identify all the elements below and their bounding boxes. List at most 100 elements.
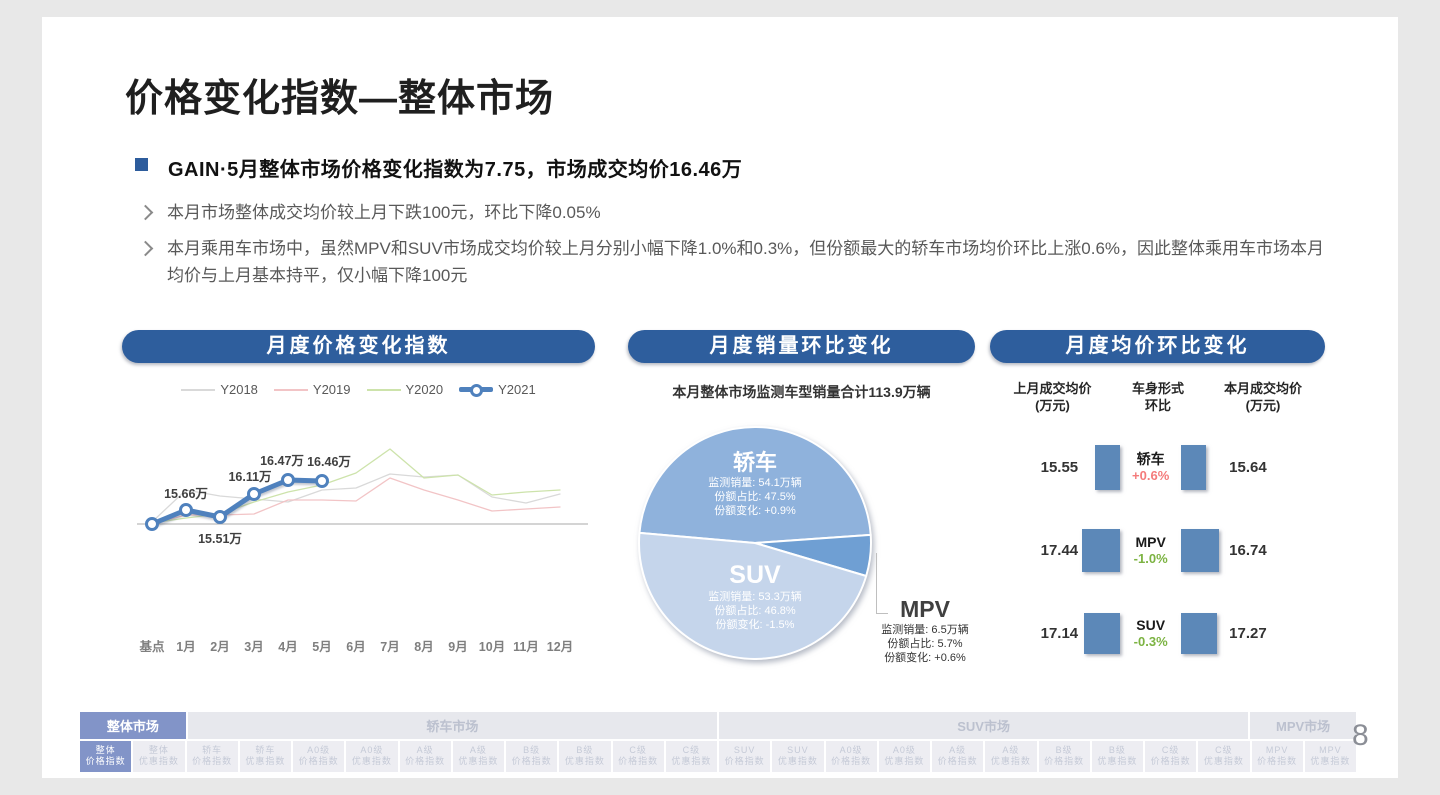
nav-tab-C级-优惠指数[interactable]: C级 优惠指数 <box>1198 741 1250 772</box>
square-bullet-icon <box>135 158 148 171</box>
body-type-label: SUV -0.3% <box>1120 617 1180 650</box>
curr-price-bar-slot <box>1180 528 1219 572</box>
body-type-label: MPV -1.0% <box>1120 534 1180 567</box>
nav-tab-C级-价格指数[interactable]: C级 价格指数 <box>612 741 664 772</box>
prev-price-bar-slot <box>1082 528 1121 572</box>
prev-price-bar-slot <box>1082 612 1121 654</box>
curr-price-value: 16.74 <box>1229 541 1267 559</box>
nav-tab-B级-优惠指数[interactable]: B级 优惠指数 <box>1091 741 1143 772</box>
nav-tab-A0级-优惠指数[interactable]: A0级 优惠指数 <box>346 741 398 772</box>
nav-tab-B级-价格指数[interactable]: B级 价格指数 <box>1038 741 1090 772</box>
pie-label-line: 份额变化: +0.6% <box>884 652 966 664</box>
arrow-bullet-icon <box>137 240 154 257</box>
prev-price-value: 15.55 <box>1040 458 1079 476</box>
x-tick-label: 基点 <box>138 639 165 654</box>
nav-tab-整体-价格指数[interactable]: 整体 价格指数 <box>80 741 132 772</box>
change-percent: +0.6% <box>1132 467 1170 483</box>
nav-tab-轿车-优惠指数[interactable]: 轿车 优惠指数 <box>239 741 291 772</box>
change-percent: -0.3% <box>1133 633 1168 649</box>
nav-tab-SUV-优惠指数[interactable]: SUV 优惠指数 <box>772 741 824 772</box>
nav-tab-A0级-价格指数[interactable]: A0级 价格指数 <box>293 741 345 772</box>
nav-tab-MPV-价格指数[interactable]: MPV 价格指数 <box>1251 741 1303 772</box>
panel-header-sales-change: 月度销量环比变化 <box>628 330 975 363</box>
pie-label-line: 份额变化: +0.9% <box>714 505 796 517</box>
nav-tab-A0级-价格指数[interactable]: A0级 价格指数 <box>825 741 877 772</box>
data-point-marker <box>213 510 227 524</box>
nav-group-MPV市场[interactable]: MPV市场 <box>1250 712 1356 739</box>
nav-tab-A级-价格指数[interactable]: A级 价格指数 <box>399 741 451 772</box>
nav-tab-B级-优惠指数[interactable]: B级 优惠指数 <box>559 741 611 772</box>
body-type-name: SUV <box>1136 616 1166 633</box>
body-type-name: MPV <box>1135 533 1166 550</box>
nav-tab-A级-价格指数[interactable]: A级 价格指数 <box>932 741 984 772</box>
pie-label-line: 监测销量: 6.5万辆 <box>881 624 969 636</box>
x-tick-label: 3月 <box>244 640 263 654</box>
x-tick-label: 4月 <box>278 640 297 654</box>
body-type-name: 轿车 <box>1136 450 1165 467</box>
curr-price-bar-slot <box>1180 444 1219 490</box>
prev-price-value: 17.44 <box>1040 541 1079 559</box>
data-point-marker <box>145 517 159 531</box>
nav-tab-B级-价格指数[interactable]: B级 价格指数 <box>506 741 558 772</box>
nav-tab-轿车-价格指数[interactable]: 轿车 价格指数 <box>186 741 238 772</box>
data-point-marker <box>247 487 261 501</box>
bullet-text: 本月市场整体成交均价较上月下跌100元，环比下降0.05% <box>167 203 601 222</box>
sales-share-pie-chart <box>638 426 873 660</box>
avg-price-row-MPV: 17.44 MPV -1.0% 16.74 <box>990 526 1325 574</box>
avg-price-row-轿车: 15.55 轿车 +0.6% 15.64 <box>990 443 1325 491</box>
pie-label-line: 监测销量: 54.1万辆 <box>708 477 802 489</box>
chart-legend: Y2018 Y2019 Y2020 Y2021 <box>122 382 595 397</box>
panel-avg-price-change: 月度均价环比变化 上月成交均价 (万元) 车身形式 环比 本月成交均价 (万元) 15… <box>990 325 1325 685</box>
headline: GAIN·5月整体市场价格变化指数为7.75，市场成交均价16.46万 <box>168 159 743 181</box>
nav-tab-A级-优惠指数[interactable]: A级 优惠指数 <box>985 741 1037 772</box>
data-point-marker <box>281 473 295 487</box>
nav-tab-C级-优惠指数[interactable]: C级 优惠指数 <box>665 741 717 772</box>
column-header-curr-price: 本月成交均价 (万元) <box>1223 381 1302 413</box>
series-line-y2018 <box>151 473 561 523</box>
panel-sales-change: 月度销量环比变化 本月整体市场监测车型销量合计113.9万辆 轿车 监测销量: 5… <box>628 325 975 695</box>
column-header-body-type: 车身形式 环比 <box>1131 381 1184 413</box>
bottom-market-nav: 整体市场 轿车市场 SUV市场 MPV市场 整体 价格指数 整体 优惠指数 轿车 价格指数 轿车优… <box>80 712 1356 772</box>
pie-label-line: 份额占比: 47.5% <box>714 491 796 503</box>
curr-price-bar <box>1180 444 1206 490</box>
column-header-prev-price: 上月成交均价 (万元) <box>1013 381 1092 413</box>
nav-tab-SUV-价格指数[interactable]: SUV 价格指数 <box>719 741 771 772</box>
nav-tab-MPV-优惠指数[interactable]: MPV 优惠指数 <box>1304 741 1356 772</box>
pie-label-sedan: 轿车 监测销量: 54.1万辆 份额占比: 47.5% 份额变化: +0.9% <box>675 450 835 518</box>
nav-tab-A0级-优惠指数[interactable]: A0级 优惠指数 <box>878 741 930 772</box>
change-percent: -1.0% <box>1133 550 1168 566</box>
nav-group-整体市场[interactable]: 整体市场 <box>80 712 186 739</box>
data-label: 15.51万 <box>198 532 242 546</box>
nav-group-轿车市场[interactable]: 轿车市场 <box>187 712 717 739</box>
panel-header-price-index: 月度价格变化指数 <box>122 330 595 363</box>
curr-price-value: 15.64 <box>1229 458 1267 476</box>
panel-price-index: 月度价格变化指数 Y2018 Y2019 Y2020 Y2021 15.66万 15.5… <box>122 325 595 685</box>
page-title: 价格变化指数—整体市场 <box>125 78 555 120</box>
x-tick-label: 7月 <box>380 640 399 654</box>
data-point-marker <box>179 503 193 517</box>
pie-label-line: 监测销量: 53.3万辆 <box>708 591 802 603</box>
pie-slice-suv <box>638 531 868 660</box>
prev-price-bar <box>1084 612 1121 654</box>
bullet-item: 本月市场整体成交均价较上月下跌100元，环比下降0.05% <box>137 199 1340 226</box>
x-tick-label: 5月 <box>312 640 331 654</box>
pie-label-line: 份额变化: -1.5% <box>715 619 795 631</box>
body-type-label: 轿车 +0.6% <box>1120 451 1180 484</box>
nav-group-SUV市场[interactable]: SUV市场 <box>719 712 1249 739</box>
pie-label-line: 份额占比: 46.8% <box>714 605 796 617</box>
pie-label-line: 份额占比: 5.7% <box>887 638 963 650</box>
slide: 价格变化指数—整体市场 GAIN·5月整体市场价格变化指数为7.75，市场成交均… <box>42 17 1398 778</box>
data-point-marker <box>315 474 329 488</box>
avg-price-row-SUV: 17.14 SUV -0.3% 17.27 <box>990 609 1325 657</box>
pie-label-mpv: MPV 监测销量: 6.5万辆 份额占比: 5.7% 份额变化: +0.6% <box>860 595 990 665</box>
data-label: 15.66万 <box>164 487 208 501</box>
x-tick-label: 9月 <box>448 640 467 654</box>
nav-tab-C级-价格指数[interactable]: C级 价格指数 <box>1145 741 1197 772</box>
data-label: 16.47万 <box>260 454 304 468</box>
legend-item-y2021: Y2021 <box>459 382 536 397</box>
prev-price-bar <box>1095 444 1121 490</box>
nav-tab-A级-优惠指数[interactable]: A级 优惠指数 <box>452 741 504 772</box>
nav-tab-整体-优惠指数[interactable]: 整体 优惠指数 <box>133 741 185 772</box>
x-tick-label: 11月 <box>513 640 539 654</box>
